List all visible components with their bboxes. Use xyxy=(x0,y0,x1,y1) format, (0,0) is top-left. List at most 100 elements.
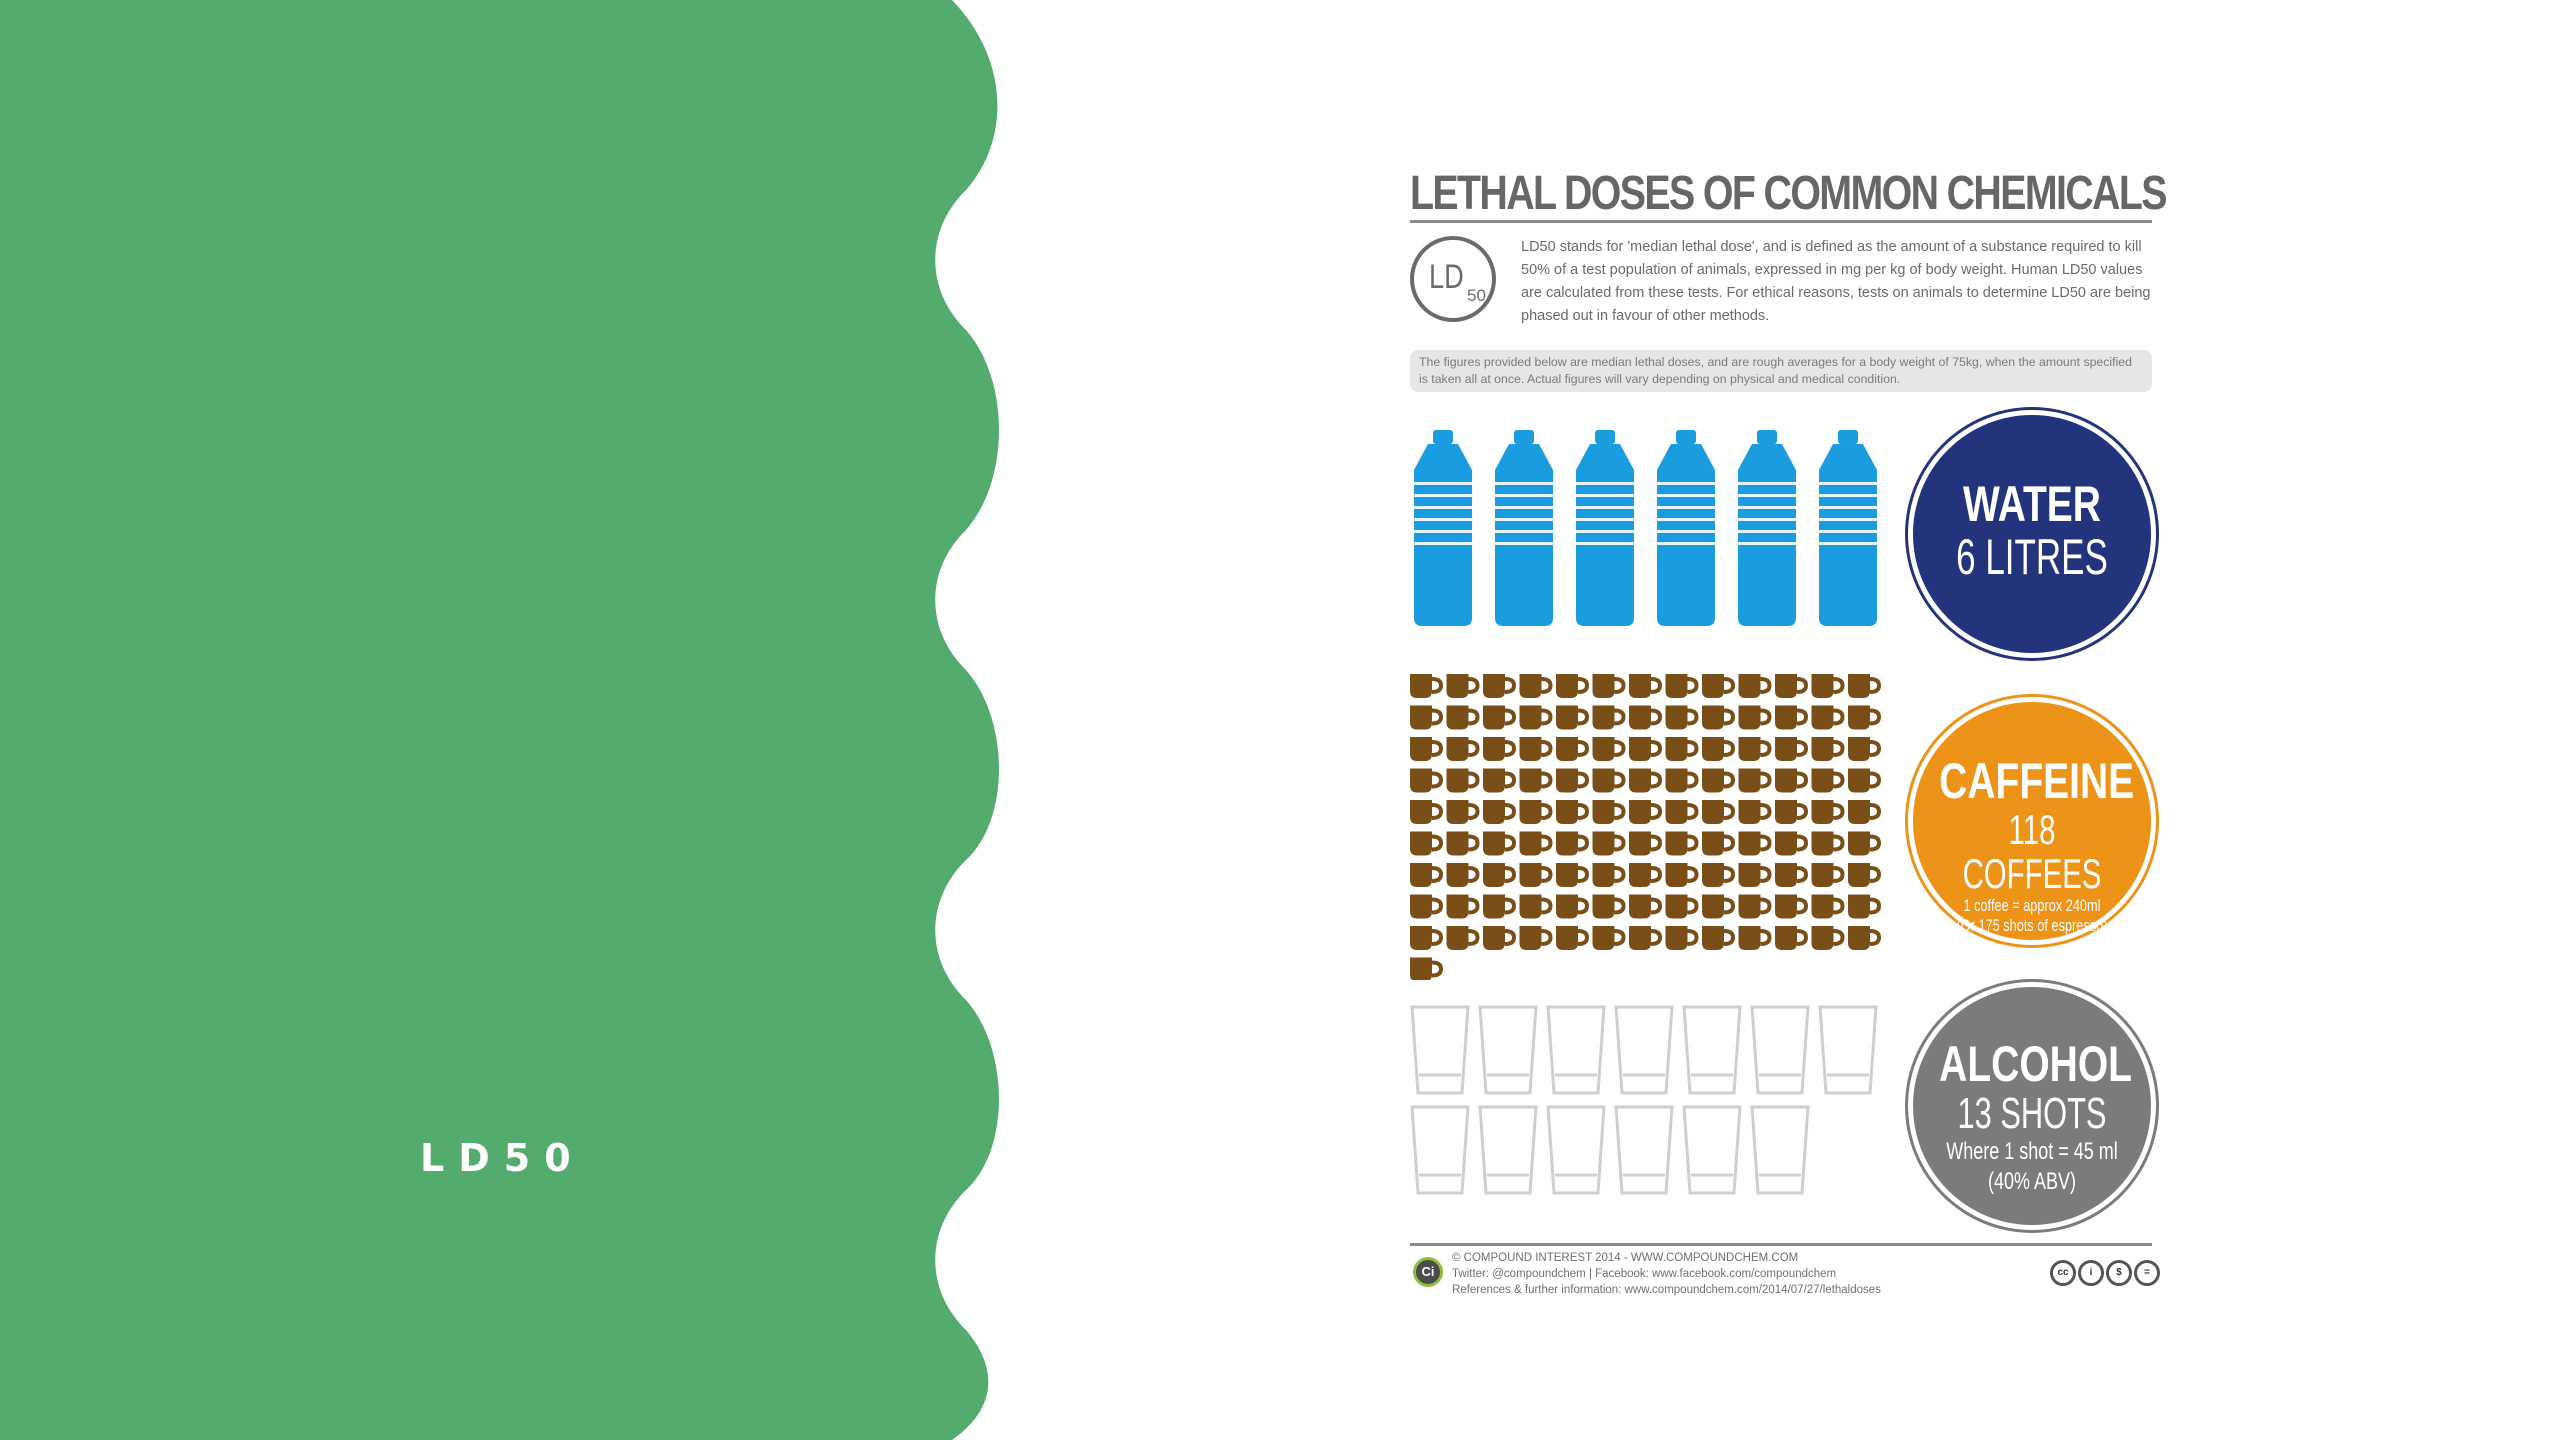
green-wave-panel xyxy=(0,0,999,1440)
coffee-cup xyxy=(1811,894,1845,919)
coffee-cup xyxy=(1410,957,1444,980)
shot-glass xyxy=(1546,1005,1606,1095)
water-badge: WATER 6 LITRES xyxy=(1908,410,2156,658)
coffee-cup xyxy=(1811,863,1845,887)
coffee-cup xyxy=(1446,737,1480,761)
coffee-cup xyxy=(1592,800,1626,824)
coffee-cup xyxy=(1811,926,1845,950)
coffee-cup xyxy=(1446,705,1480,730)
coffee-cup xyxy=(1629,894,1663,919)
ld50-icon: LD 50 xyxy=(1410,236,1496,322)
caffeine-badge: CAFFEINE 118 COFFEES 1 coffee = approx 2… xyxy=(1908,697,2156,945)
coffee-cup xyxy=(1811,800,1845,824)
coffee-cup xyxy=(1483,926,1517,950)
coffee-cup xyxy=(1702,705,1736,730)
coffee-cup xyxy=(1410,894,1444,919)
coffee-cup xyxy=(1848,800,1882,824)
footer-copyright: © COMPOUND INTEREST 2014 - WWW.COMPOUNDC… xyxy=(1452,1252,1799,1264)
coffee-cup xyxy=(1665,705,1699,730)
coffee-cup xyxy=(1410,800,1444,824)
coffee-cup xyxy=(1665,926,1699,950)
coffee-cup xyxy=(1665,800,1699,824)
coffee-cup xyxy=(1483,894,1517,919)
water-bottle xyxy=(1414,430,1472,626)
shot-glass xyxy=(1410,1005,1470,1095)
coffee-cup xyxy=(1592,674,1626,698)
coffee-cup xyxy=(1738,894,1772,919)
coffee-cup xyxy=(1410,926,1444,950)
coffee-cup xyxy=(1629,831,1663,856)
coffee-cup xyxy=(1446,894,1480,919)
alcohol-amount: 13 SHOTS xyxy=(1957,1089,2107,1138)
coffee-cup xyxy=(1702,674,1736,698)
noncommercial-icon: $ xyxy=(2106,1260,2132,1286)
coffee-cup xyxy=(1483,800,1517,824)
coffee-cup xyxy=(1629,737,1663,761)
coffee-cup xyxy=(1702,926,1736,950)
ld50-definition: LD50 stands for 'median lethal dose', an… xyxy=(1521,239,2151,324)
coffee-cup xyxy=(1775,705,1809,730)
coffee-cup xyxy=(1665,737,1699,761)
shot-glass xyxy=(1750,1005,1810,1095)
infographic: LETHAL DOSES OF COMMON CHEMICALS LD 50 L… xyxy=(1405,160,2168,1320)
coffee-cup xyxy=(1629,705,1663,730)
coffee-cup xyxy=(1848,831,1882,856)
attribution-icon: i xyxy=(2078,1260,2104,1286)
water-bottle xyxy=(1576,430,1634,626)
coffee-cup xyxy=(1738,831,1772,856)
shot-glass xyxy=(1410,1105,1470,1195)
coffee-cup xyxy=(1519,768,1553,793)
water-name: WATER xyxy=(1963,476,2101,532)
disclaimer-note: The figures provided below are median le… xyxy=(1410,350,2152,392)
coffee-cup xyxy=(1446,926,1480,950)
coffee-cup xyxy=(1556,926,1590,950)
shot-glass xyxy=(1614,1005,1674,1095)
coffee-cup xyxy=(1811,831,1845,856)
alcohol-shots xyxy=(1410,1005,1878,1195)
coffee-cup xyxy=(1665,863,1699,887)
coffee-cup xyxy=(1738,737,1772,761)
shot-glass xyxy=(1478,1105,1538,1195)
coffee-cup xyxy=(1556,800,1590,824)
coffee-cup xyxy=(1483,705,1517,730)
coffee-cup xyxy=(1410,674,1444,698)
coffee-cup xyxy=(1592,894,1626,919)
coffee-cup xyxy=(1811,737,1845,761)
coffee-cup xyxy=(1702,831,1736,856)
coffee-cup xyxy=(1629,863,1663,887)
coffee-cup xyxy=(1848,674,1882,698)
coffee-cup xyxy=(1592,831,1626,856)
coffee-cup xyxy=(1519,800,1553,824)
ld50-icon-label: LD xyxy=(1429,258,1464,296)
ld50-icon-sub: 50 xyxy=(1467,286,1486,305)
coffee-cup xyxy=(1702,863,1736,887)
coffee-cup xyxy=(1848,894,1882,919)
coffee-cup xyxy=(1738,800,1772,824)
coffee-cup xyxy=(1811,768,1845,793)
noderivs-icon: = xyxy=(2134,1260,2160,1286)
coffee-cup xyxy=(1775,831,1809,856)
coffee-cup xyxy=(1483,831,1517,856)
coffee-cup xyxy=(1775,674,1809,698)
alcohol-name: ALCOHOL xyxy=(1939,1036,2132,1092)
alcohol-badge: ALCOHOL 13 SHOTS Where 1 shot = 45 ml (4… xyxy=(1908,982,2156,1230)
shot-glass xyxy=(1750,1105,1810,1195)
coffee-cup xyxy=(1519,926,1553,950)
footer-social: Twitter: @compoundchem | Facebook: www.f… xyxy=(1452,1268,1837,1280)
coffee-cup xyxy=(1446,674,1480,698)
coffee-cup xyxy=(1848,863,1882,887)
coffee-cup xyxy=(1556,894,1590,919)
caffeine-amount: 118 COFFEES xyxy=(1962,806,2102,897)
water-bottle xyxy=(1495,430,1553,626)
coffee-cup xyxy=(1410,768,1444,793)
coffee-cup xyxy=(1483,737,1517,761)
coffee-cup xyxy=(1775,894,1809,919)
coffee-cup xyxy=(1556,674,1590,698)
coffee-cup xyxy=(1446,768,1480,793)
coffee-cup xyxy=(1848,705,1882,730)
footer-rule xyxy=(1410,1243,2152,1246)
coffee-cup xyxy=(1483,768,1517,793)
coffee-cup xyxy=(1665,768,1699,793)
coffee-cup xyxy=(1446,863,1480,887)
water-bottle xyxy=(1819,430,1877,626)
